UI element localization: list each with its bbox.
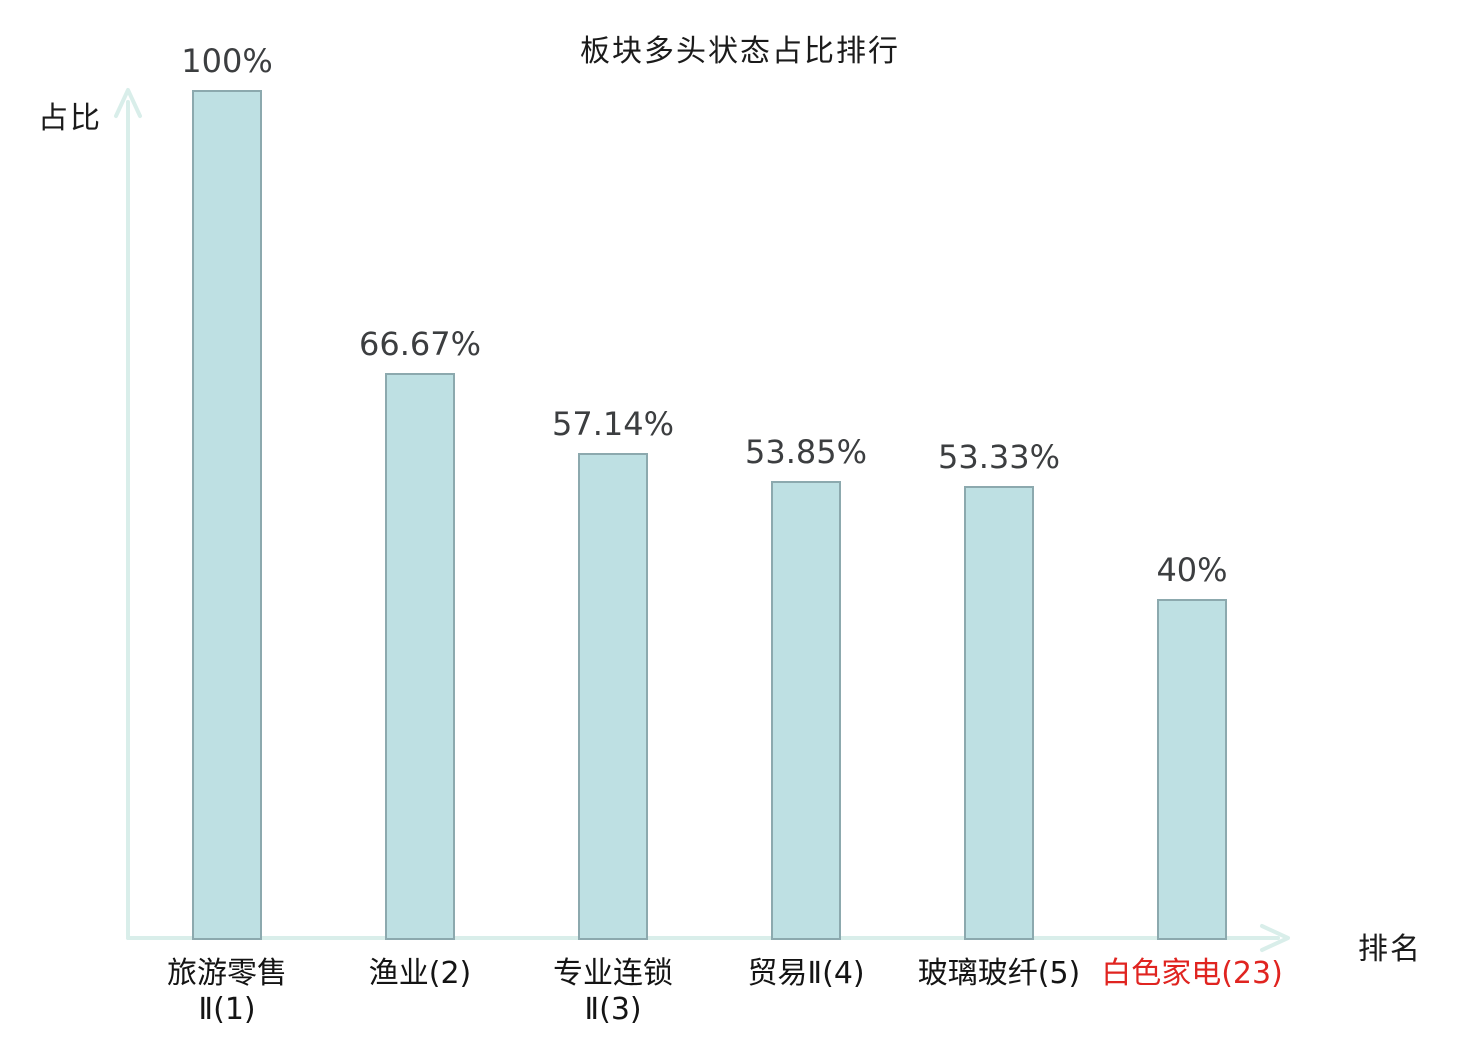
x-axis-label: 排名 xyxy=(1358,932,1422,967)
chart-title: 板块多头状态占比排行 xyxy=(580,34,900,69)
bar xyxy=(192,90,262,940)
category-label-line: 专业连锁 xyxy=(553,956,673,991)
bar-value-label: 66.67% xyxy=(358,324,482,363)
category-label: 旅游零售 Ⅱ(1) xyxy=(167,956,287,1028)
category-label-line: 玻璃玻纤(5) xyxy=(917,956,1081,991)
bar-value-label: 100% xyxy=(181,42,273,80)
y-axis-arrowhead xyxy=(114,88,142,118)
category-label: 玻璃玻纤(5) xyxy=(918,956,1081,992)
category-label-line: Ⅱ(3) xyxy=(584,992,642,1027)
category-label-line: Ⅱ(1) xyxy=(198,992,256,1027)
category-label-line: 白色家电(23) xyxy=(1101,956,1283,991)
bar xyxy=(771,481,841,940)
category-label: 渔业(2) xyxy=(369,956,472,992)
bar-value-label: 40% xyxy=(1156,550,1228,589)
bar xyxy=(964,485,1034,940)
category-label: 白色家电(23) xyxy=(1101,956,1283,992)
bar-value-label: 53.85% xyxy=(744,433,868,472)
bar-value-label: 57.14% xyxy=(551,405,675,444)
bar xyxy=(385,372,455,940)
category-label: 贸易Ⅱ(4) xyxy=(747,956,864,992)
bar-value-label: 53.33% xyxy=(937,437,1061,476)
bar xyxy=(1157,598,1227,940)
category-label-line: 渔业(2) xyxy=(368,956,472,991)
category-label: 专业连锁 Ⅱ(3) xyxy=(553,956,673,1028)
bar xyxy=(578,453,648,940)
category-label-line: 贸易Ⅱ(4) xyxy=(747,956,865,991)
category-label-line: 旅游零售 xyxy=(167,956,287,991)
y-axis-label: 占比 xyxy=(38,101,102,136)
x-axis-arrowhead xyxy=(1260,924,1290,952)
